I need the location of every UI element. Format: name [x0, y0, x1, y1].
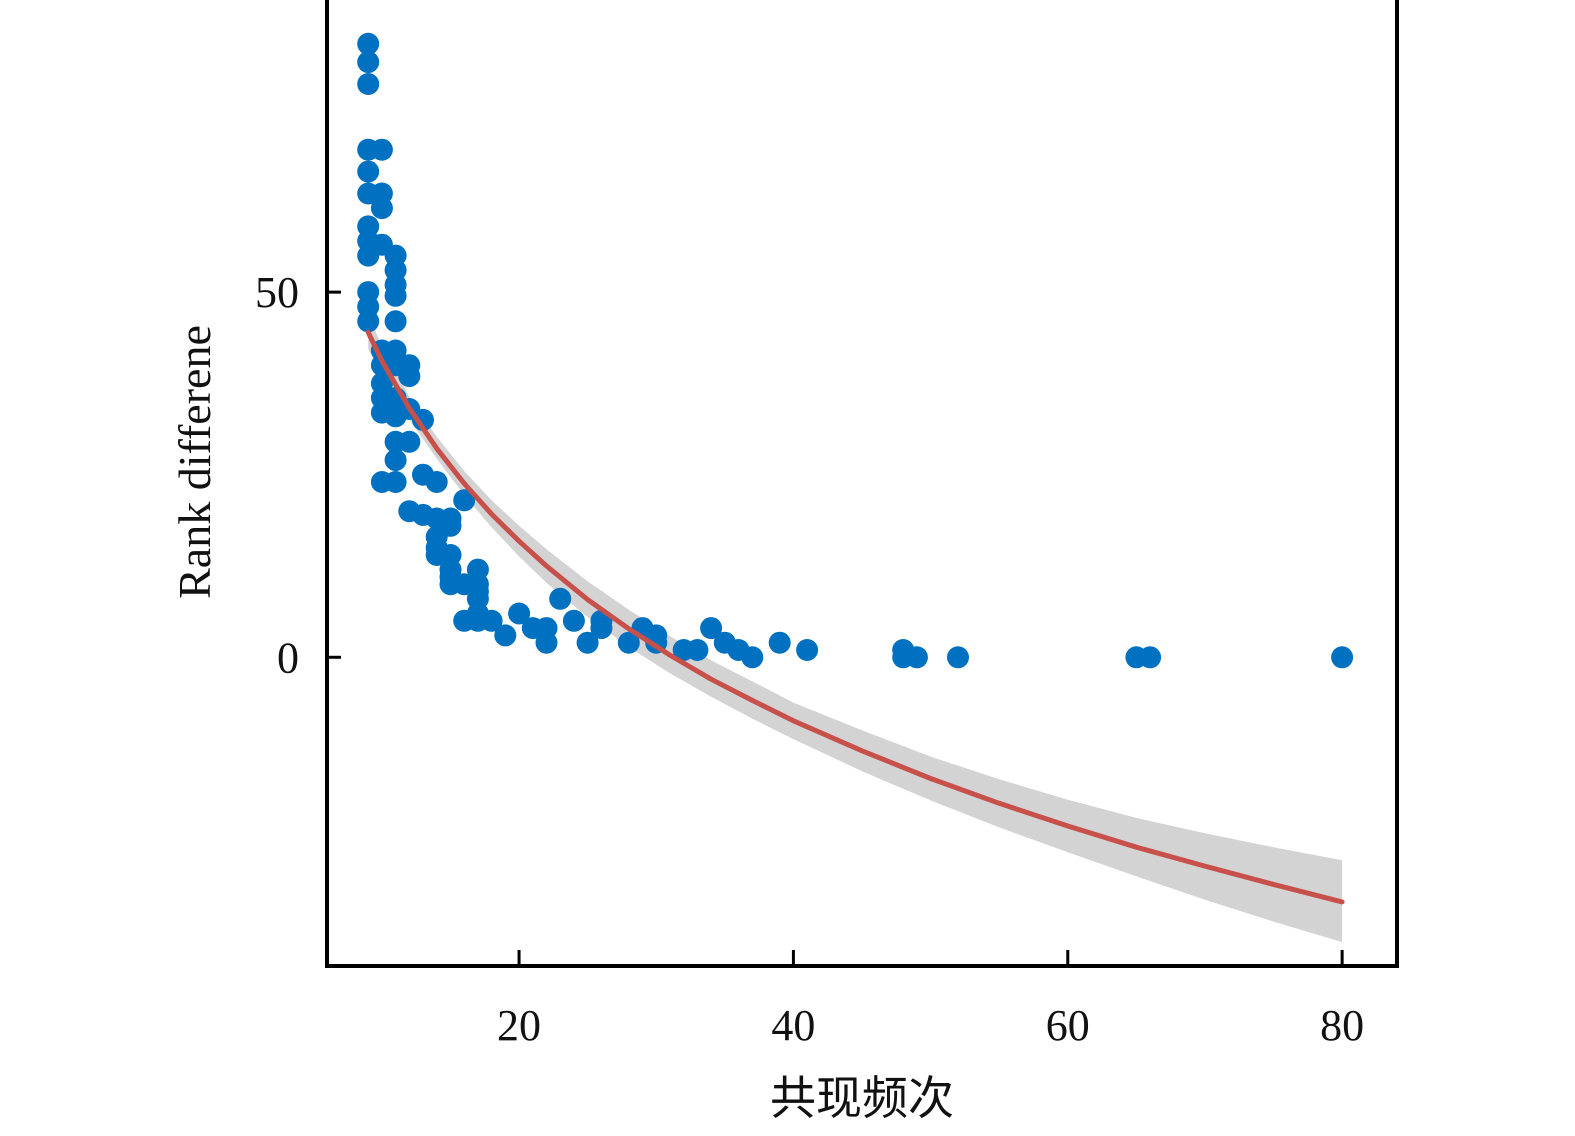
- scatter-point: [412, 408, 434, 431]
- scatter-point: [494, 624, 517, 647]
- scatter-point: [398, 365, 421, 388]
- scatter-point: [425, 471, 448, 493]
- scatter-point: [562, 609, 585, 632]
- scatter-point: [480, 609, 503, 632]
- x-tick-label: 20: [497, 1001, 541, 1050]
- scatter-point: [357, 73, 380, 95]
- y-axis-ticks: 0 50: [255, 268, 341, 682]
- fit-curve: [365, 329, 1345, 905]
- scatter-point: [357, 32, 380, 55]
- scatter-point: [370, 138, 393, 161]
- scatter-point: [576, 631, 599, 654]
- scatter-point: [796, 639, 819, 661]
- scatter-point: [398, 430, 421, 453]
- scatter-point: [768, 631, 791, 654]
- scatter-point: [686, 639, 709, 661]
- confidence-band: [368, 315, 1343, 943]
- scatter-point: [370, 197, 393, 220]
- x-tick-label: 60: [1046, 1001, 1090, 1050]
- plot-frame: [325, 0, 1399, 968]
- y-tick-label: 50: [255, 268, 299, 317]
- fit-curve-layer: [365, 329, 1345, 905]
- scatter-point: [384, 471, 407, 493]
- scatter-point: [1139, 646, 1162, 669]
- scatter-point: [357, 51, 380, 74]
- scatter-point: [700, 617, 723, 640]
- scatter-points-layer: [357, 32, 1354, 669]
- scatter-point: [549, 587, 572, 610]
- confidence-band-layer: [368, 315, 1343, 943]
- scatter-point: [384, 284, 407, 307]
- scatter-point: [741, 646, 764, 669]
- x-tick-label: 40: [771, 1001, 815, 1050]
- scatter-point: [947, 646, 969, 669]
- scatter-point: [508, 602, 531, 625]
- scatter-point: [357, 310, 380, 333]
- y-axis-title: Rank differene: [169, 325, 220, 599]
- scatter-point: [439, 514, 462, 537]
- x-tick-label: 80: [1320, 1001, 1364, 1050]
- scatter-point: [357, 160, 380, 183]
- scatter-point: [384, 310, 407, 333]
- scatter-point: [535, 631, 558, 654]
- scatter-point: [617, 631, 640, 654]
- x-axis-ticks: 20 40 60 80: [497, 950, 1364, 1050]
- scatter-point: [1331, 646, 1354, 669]
- x-axis-title: 共现频次: [770, 1073, 954, 1124]
- scatter-point: [905, 646, 928, 669]
- scatter-point: [384, 449, 407, 472]
- scatter-point: [453, 489, 476, 512]
- y-tick-label: 0: [277, 633, 299, 682]
